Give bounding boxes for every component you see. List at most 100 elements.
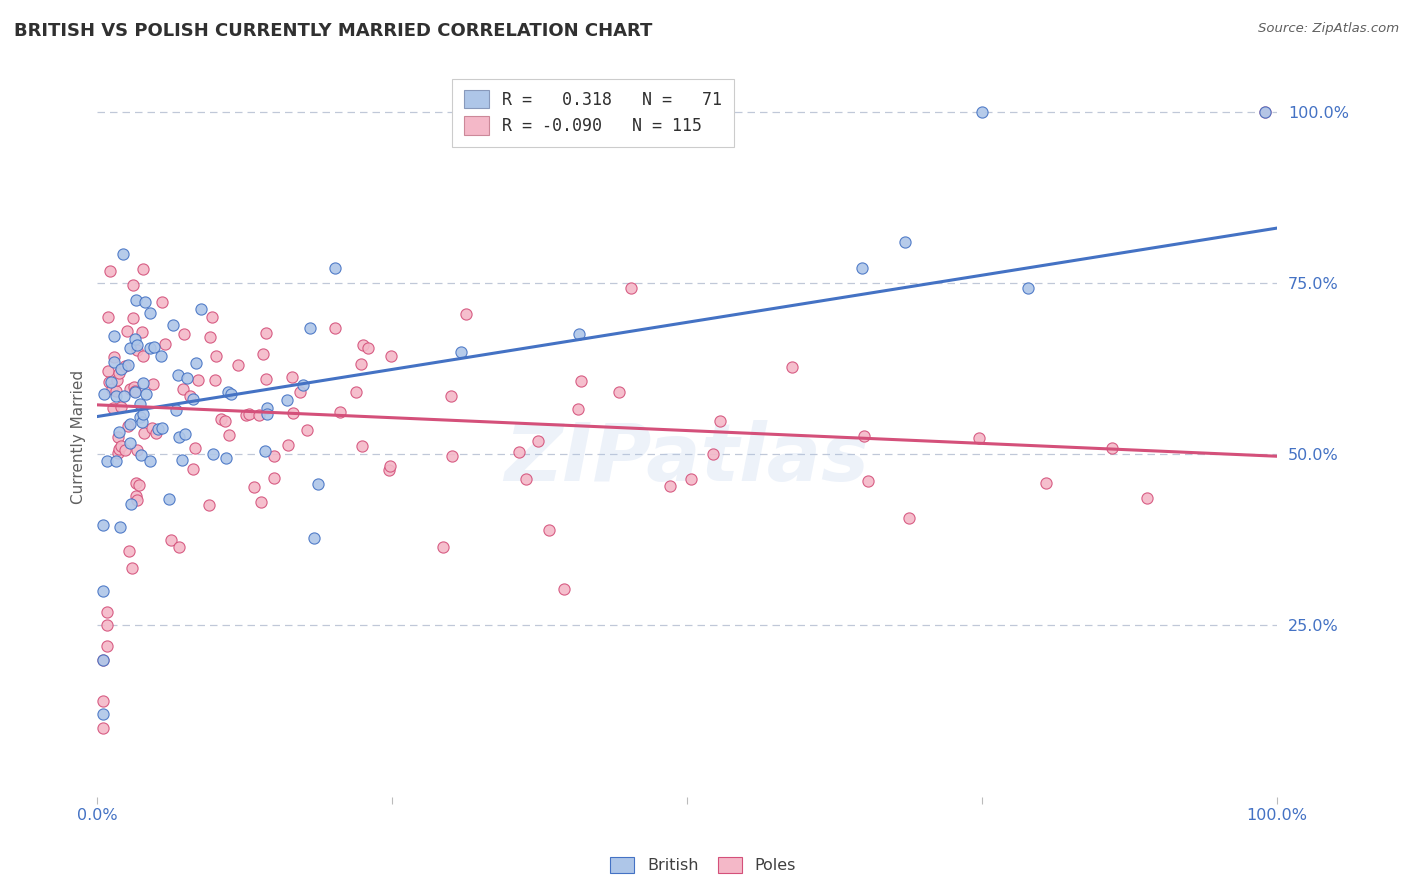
Point: [128, 478, 150, 492]
Point: [291, 377, 314, 392]
Point: [96, 618, 118, 632]
Point: [432, 541, 454, 555]
Point: [209, 412, 232, 426]
Point: [167, 430, 190, 444]
Point: [970, 104, 993, 119]
Point: [117, 324, 139, 338]
Point: [681, 473, 703, 487]
Point: [243, 480, 266, 494]
Point: [440, 389, 463, 403]
Point: [91, 584, 114, 599]
Point: [1254, 104, 1277, 119]
Point: [108, 425, 131, 439]
Point: [378, 463, 401, 477]
Point: [97, 364, 120, 378]
Point: [145, 425, 167, 440]
Point: [120, 497, 142, 511]
Point: [201, 310, 224, 325]
Point: [780, 359, 803, 374]
Point: [254, 372, 277, 386]
Point: [277, 438, 299, 452]
Point: [201, 447, 224, 461]
Point: [238, 407, 260, 421]
Point: [218, 428, 240, 442]
Point: [350, 439, 373, 453]
Point: [172, 382, 194, 396]
Point: [110, 400, 132, 414]
Point: [204, 373, 226, 387]
Point: [93, 387, 115, 401]
Point: [104, 453, 127, 467]
Point: [852, 429, 875, 443]
Point: [122, 310, 145, 325]
Point: [307, 476, 329, 491]
Point: [108, 367, 131, 381]
Point: [108, 442, 131, 456]
Point: [1035, 475, 1057, 490]
Point: [302, 531, 325, 545]
Point: [215, 450, 238, 465]
Legend: R =   0.318   N =   71, R = -0.090   N = 115: R = 0.318 N = 71, R = -0.090 N = 115: [451, 78, 734, 147]
Point: [105, 373, 128, 387]
Point: [198, 499, 221, 513]
Point: [129, 448, 152, 462]
Point: [288, 384, 311, 399]
Point: [127, 343, 149, 357]
Point: [132, 262, 155, 277]
Point: [129, 397, 152, 411]
Point: [96, 639, 118, 653]
Point: [153, 336, 176, 351]
Point: [217, 385, 239, 400]
Point: [190, 301, 212, 316]
Point: [162, 318, 184, 333]
Point: [380, 458, 402, 473]
Point: [124, 489, 146, 503]
Point: [120, 417, 142, 431]
Point: [107, 446, 129, 460]
Point: [146, 422, 169, 436]
Point: [114, 442, 136, 457]
Text: Source: ZipAtlas.com: Source: ZipAtlas.com: [1258, 22, 1399, 36]
Point: [120, 341, 142, 355]
Point: [253, 444, 276, 458]
Point: [508, 445, 530, 459]
Point: [132, 349, 155, 363]
Point: [125, 492, 148, 507]
Point: [125, 338, 148, 352]
Point: [352, 338, 374, 352]
Point: [450, 345, 472, 359]
Point: [125, 476, 148, 491]
Point: [141, 420, 163, 434]
Point: [100, 264, 122, 278]
Point: [124, 384, 146, 399]
Point: [112, 247, 135, 261]
Point: [1136, 491, 1159, 505]
Point: [181, 462, 204, 476]
Point: [256, 401, 278, 415]
Point: [165, 402, 187, 417]
Point: [170, 453, 193, 467]
Point: [856, 474, 879, 488]
Point: [134, 294, 156, 309]
Point: [283, 406, 305, 420]
Point: [122, 278, 145, 293]
Point: [515, 472, 537, 486]
Point: [219, 387, 242, 401]
Point: [380, 349, 402, 363]
Point: [702, 447, 724, 461]
Point: [263, 471, 285, 485]
Point: [110, 439, 132, 453]
Point: [132, 426, 155, 441]
Point: [569, 374, 592, 388]
Point: [118, 436, 141, 450]
Point: [250, 495, 273, 509]
Point: [105, 389, 128, 403]
Point: [139, 306, 162, 320]
Point: [96, 605, 118, 619]
Point: [184, 442, 207, 456]
Point: [254, 326, 277, 341]
Point: [103, 350, 125, 364]
Point: [658, 479, 681, 493]
Point: [441, 449, 464, 463]
Point: [184, 355, 207, 369]
